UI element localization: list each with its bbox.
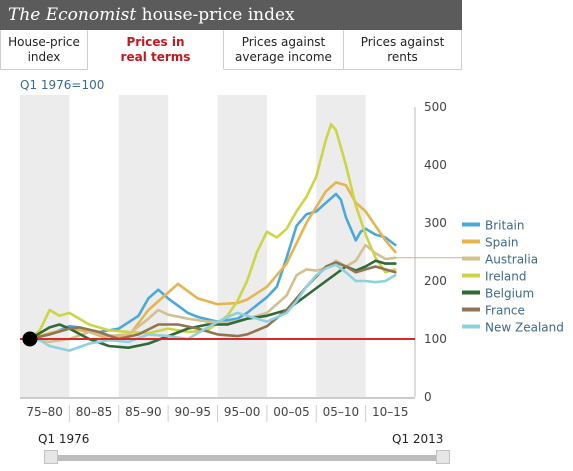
period-bands [20, 95, 366, 397]
index-base-label: Q1 1976=100 [20, 78, 105, 92]
x-period-label: 85–90 [125, 405, 162, 419]
slider-track[interactable] [48, 455, 442, 461]
base-point-marker [22, 331, 38, 347]
y-tick-label: 100 [424, 332, 447, 346]
legend-swatch [462, 324, 480, 329]
legend-label: Australia [485, 253, 538, 267]
chart-title: The Economist house-price index [0, 0, 462, 30]
x-period-label: 00–05 [273, 405, 310, 419]
y-tick-label: 0 [424, 390, 432, 404]
series-line-new-zealand [28, 263, 397, 352]
tab-prices-against-rents[interactable]: Prices against rents [344, 30, 462, 70]
legend-swatch [462, 222, 480, 227]
legend-swatch [462, 307, 480, 312]
line-chart: 75–80 80–85 85–90 90–95 95–00 00–05 05–10 10–15… [20, 95, 564, 422]
legend: Britain Spain Australia Ireland Belgium Franc… [462, 219, 564, 335]
series-line-france [28, 261, 397, 341]
y-tick-label: 200 [424, 274, 447, 288]
series-lines [20, 123, 470, 352]
slider-end-handle[interactable] [436, 450, 450, 464]
x-period-label: 05–10 [323, 405, 360, 419]
title-brand: The Economist [8, 5, 137, 25]
legend-label: New Zealand [485, 321, 564, 335]
series-line-britain [28, 192, 397, 341]
legend-swatch [462, 239, 480, 244]
series-line-spain [28, 181, 397, 341]
x-period-labels: 75–80 80–85 85–90 90–95 95–00 00–05 05–10 10–15 [20, 397, 415, 422]
y-axis: 0 100 200 300 400 500 [414, 100, 447, 404]
x-period-label: 75–80 [26, 405, 63, 419]
period-band-6 [316, 95, 366, 397]
title-text: house-price index [136, 5, 295, 25]
tab-prices-against-income[interactable]: Prices against average income [224, 30, 344, 70]
legend-swatch [462, 273, 480, 278]
y-tick-label: 300 [424, 216, 447, 230]
tab-house-price-index[interactable]: House-price index [0, 30, 88, 70]
x-period-label: 95–00 [224, 405, 261, 419]
tab-label: Prices against rents [360, 34, 445, 64]
legend-label: Ireland [485, 270, 527, 284]
series-line-belgium [28, 259, 397, 349]
tab-label: Prices in real terms [120, 34, 191, 64]
legend-label: Britain [485, 219, 525, 233]
x-period-label: 10–15 [372, 405, 409, 419]
legend-swatch [462, 290, 480, 295]
tab-label: House-price index [8, 34, 80, 64]
period-band-0 [20, 95, 70, 397]
x-period-label: 90–95 [175, 405, 212, 419]
y-tick-label: 400 [424, 158, 447, 172]
legend-label: Spain [485, 236, 519, 250]
legend-label: Belgium [485, 287, 534, 301]
legend-label: France [485, 304, 525, 318]
slider-end-label: Q1 2013 [392, 432, 444, 446]
slider-start-label: Q1 1976 [38, 432, 90, 446]
tab-prices-real-terms[interactable]: Prices in real terms [88, 30, 224, 70]
series-line-ireland [28, 123, 397, 341]
tab-label: Prices against average income [235, 34, 332, 64]
y-tick-label: 500 [424, 100, 447, 114]
x-period-label: 80–85 [76, 405, 113, 419]
tab-bar: House-price index Prices in real terms P… [0, 30, 462, 70]
date-range-slider: Q1 1976 Q1 2013 [0, 425, 573, 471]
period-band-2 [118, 95, 169, 397]
slider-start-handle[interactable] [44, 450, 58, 464]
legend-swatch [462, 256, 480, 261]
